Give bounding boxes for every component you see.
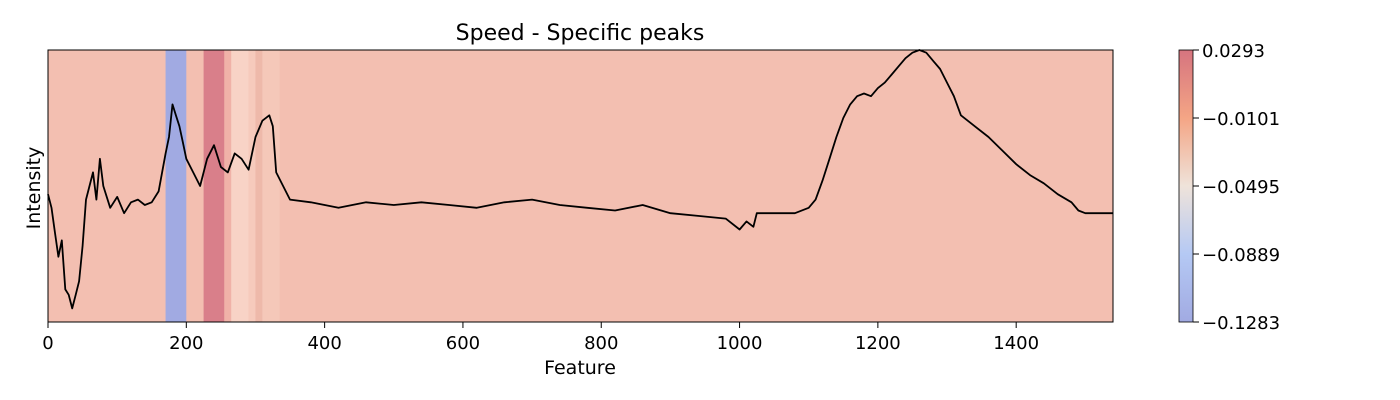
colorbar-tick-label: −0.0101 <box>1202 109 1280 130</box>
x-tick-label: 1400 <box>993 333 1039 354</box>
highlight-bands <box>165 50 280 322</box>
colorbar-tick-label: −0.0495 <box>1202 177 1280 198</box>
colorbar-tick-label: −0.0889 <box>1202 245 1280 266</box>
x-tick-label: 1000 <box>717 333 763 354</box>
colorbar-tick-label: −0.1283 <box>1202 313 1280 334</box>
x-axis-ticks: 0 200 400 600 800 1000 1200 1400 <box>42 322 1039 354</box>
highlight-band-4 <box>248 50 256 322</box>
colorbar-ticks: 0.0293 −0.0101 −0.0495 −0.0889 −0.1283 <box>1193 41 1280 334</box>
plot-frame <box>47 49 1114 323</box>
chart-title: Speed - Specific peaks <box>456 21 705 46</box>
highlight-band-6 <box>262 50 280 322</box>
x-tick-label: 1200 <box>855 333 901 354</box>
x-tick-label: 600 <box>446 333 480 354</box>
x-tick-label: 400 <box>307 333 341 354</box>
y-axis-label: Intensity <box>23 147 45 230</box>
x-tick-label: 200 <box>169 333 203 354</box>
highlight-band-3 <box>231 50 249 322</box>
highlight-band-5 <box>255 50 263 322</box>
intensity-series-line <box>47 49 1113 310</box>
x-tick-label: 800 <box>584 333 618 354</box>
highlight-band-0 <box>165 50 187 322</box>
highlight-band-1 <box>203 50 225 322</box>
x-tick-label: 0 <box>42 333 53 354</box>
x-axis-label: Feature <box>544 357 616 379</box>
colorbar <box>1178 49 1194 323</box>
colorbar-tick-label: 0.0293 <box>1202 41 1265 62</box>
highlight-band-2 <box>224 50 232 322</box>
